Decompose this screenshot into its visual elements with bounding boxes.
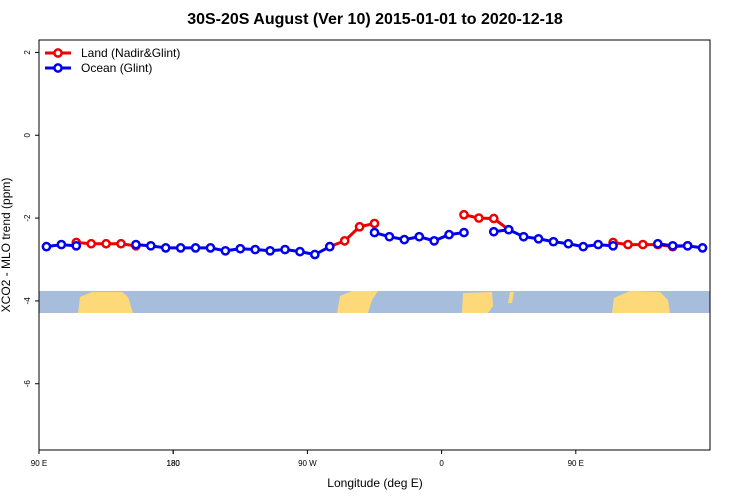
x-tick-label: 180	[167, 459, 181, 468]
y-tick-label: -6	[23, 380, 32, 388]
data-point	[652, 238, 663, 249]
data-point	[459, 209, 469, 220]
data-point	[459, 227, 469, 238]
data-point	[548, 236, 559, 247]
x-axis-label: Longitude (deg E)	[327, 476, 422, 490]
data-point	[369, 227, 380, 238]
legend-label: Ocean (Glint)	[81, 61, 152, 75]
data-point	[384, 231, 395, 242]
data-point	[324, 241, 335, 252]
data-point	[160, 243, 171, 253]
data-point	[265, 245, 275, 256]
legend-marker	[53, 48, 63, 58]
data-point	[563, 238, 574, 249]
land-shape	[612, 291, 670, 313]
legend-label: Land (Nadir&Glint)	[81, 46, 180, 60]
x-tick-label: 90 W	[298, 459, 317, 468]
data-point	[369, 218, 380, 229]
y-tick-label: -2	[23, 214, 32, 222]
data-point	[414, 231, 425, 242]
data-point	[190, 243, 201, 253]
data-point	[354, 221, 365, 232]
data-point	[116, 238, 126, 249]
series	[41, 224, 708, 260]
land-shape	[78, 292, 133, 313]
data-point	[145, 240, 156, 251]
data-point	[474, 213, 484, 223]
data-point	[310, 249, 320, 260]
land-shape	[508, 292, 514, 303]
ocean-strip	[39, 291, 710, 313]
data-point	[131, 239, 141, 250]
data-point	[295, 246, 305, 257]
data-point	[205, 243, 216, 253]
y-axis-label: XCO2 - MLO trend (ppm)	[0, 178, 13, 313]
data-point	[608, 240, 618, 251]
legend-marker	[53, 63, 63, 73]
data-point	[578, 241, 589, 252]
data-point	[623, 239, 633, 250]
y-tick-label: 2	[23, 50, 32, 55]
data-point	[56, 239, 67, 250]
data-point	[175, 243, 186, 253]
data-point	[682, 240, 693, 251]
x-tick-label: 180	[167, 459, 181, 468]
data-point	[280, 244, 290, 255]
data-point	[220, 245, 231, 256]
data-point	[488, 226, 499, 237]
data-point	[235, 243, 246, 254]
land-mask	[39, 291, 710, 313]
data-point	[638, 239, 648, 250]
data-point	[444, 229, 454, 240]
x-tick-label: 90 E	[568, 459, 584, 468]
data-point	[399, 234, 410, 245]
data-point	[518, 231, 529, 242]
plot-frame	[38, 39, 711, 451]
data-point	[593, 239, 604, 250]
data-point	[533, 233, 544, 244]
y-tick-label: -4	[23, 297, 32, 305]
data-point	[488, 213, 499, 224]
y-tick-label: 0	[23, 132, 32, 137]
data-point	[71, 240, 82, 251]
legend: Land (Nadir&Glint)Ocean (Glint)	[45, 46, 180, 75]
data-point	[86, 238, 97, 249]
data-point	[503, 224, 514, 235]
x-tick-label: 0	[439, 459, 444, 468]
data-point	[41, 241, 52, 252]
data-point	[429, 236, 439, 246]
chart-title: 30S-20S August (Ver 10) 2015-01-01 to 20…	[187, 11, 563, 28]
data-point	[250, 244, 261, 255]
data-point	[697, 243, 708, 253]
data-point	[667, 240, 678, 251]
land-shape	[462, 292, 493, 313]
data-point	[339, 236, 350, 246]
data-point	[101, 238, 111, 249]
x-tick-label: 90 E	[31, 459, 47, 468]
land-shape	[337, 291, 378, 313]
